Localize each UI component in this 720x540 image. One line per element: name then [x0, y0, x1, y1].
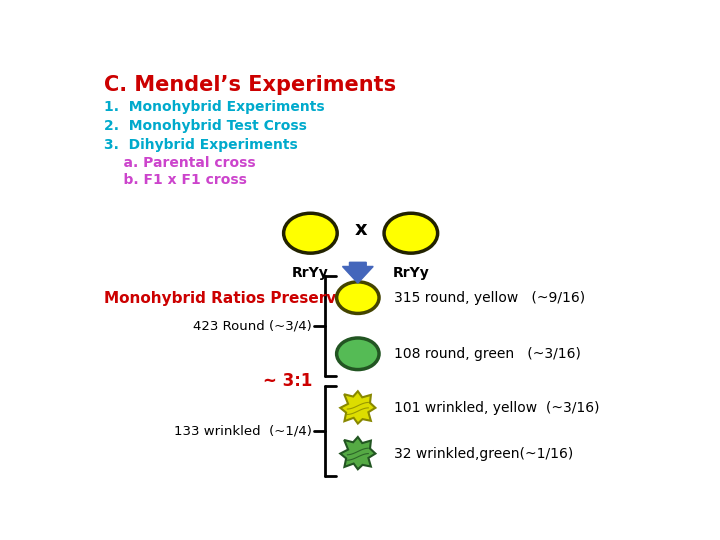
Text: 101 wrinkled, yellow  (~3/16): 101 wrinkled, yellow (~3/16)	[394, 401, 600, 415]
Text: 3.  Dihybrid Experiments: 3. Dihybrid Experiments	[104, 138, 297, 152]
Text: C. Mendel’s Experiments: C. Mendel’s Experiments	[104, 75, 396, 95]
Text: 1.  Monohybrid Experiments: 1. Monohybrid Experiments	[104, 100, 325, 114]
Text: 108 round, green   (~3/16): 108 round, green (~3/16)	[394, 347, 581, 361]
Text: 315 round, yellow   (~9/16): 315 round, yellow (~9/16)	[394, 291, 585, 305]
Text: x: x	[354, 220, 367, 239]
Text: ~ 3:1: ~ 3:1	[263, 372, 312, 390]
Text: a. Parental cross: a. Parental cross	[104, 156, 256, 170]
Circle shape	[284, 213, 337, 253]
Circle shape	[337, 338, 379, 369]
Text: Monohybrid Ratios Preserved: Monohybrid Ratios Preserved	[104, 292, 357, 306]
Text: 133 wrinkled  (~1/4): 133 wrinkled (~1/4)	[174, 424, 312, 437]
Polygon shape	[341, 392, 375, 423]
Text: RrYy: RrYy	[392, 266, 429, 280]
Text: 32 wrinkled,green(~1/16): 32 wrinkled,green(~1/16)	[394, 447, 573, 461]
Circle shape	[337, 282, 379, 313]
FancyArrow shape	[343, 262, 373, 283]
Text: b. F1 x F1 cross: b. F1 x F1 cross	[104, 173, 247, 187]
Circle shape	[384, 213, 438, 253]
Polygon shape	[341, 437, 375, 469]
Text: RrYy: RrYy	[292, 266, 329, 280]
Text: 2.  Monohybrid Test Cross: 2. Monohybrid Test Cross	[104, 119, 307, 133]
Text: 423 Round (~3/4): 423 Round (~3/4)	[194, 319, 312, 332]
